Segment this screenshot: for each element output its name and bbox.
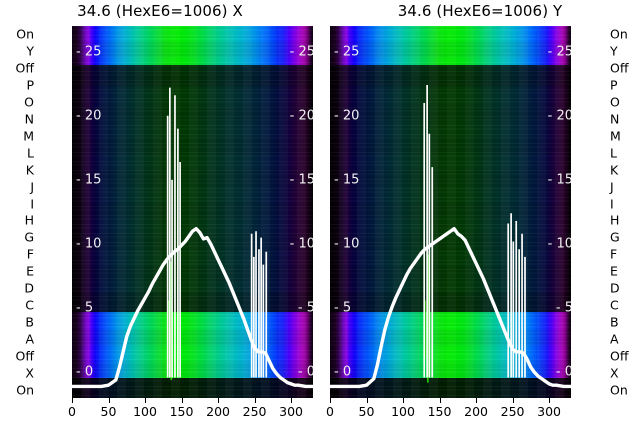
x-tick-mark: [549, 398, 551, 403]
category-label: B: [610, 314, 619, 330]
category-label: E: [610, 263, 618, 279]
heatmap-row-mask: [330, 65, 571, 86]
x-tick-mark: [218, 398, 220, 403]
category-label: B: [25, 314, 34, 330]
category-label: N: [610, 111, 620, 127]
x-tick-mark: [254, 398, 256, 403]
category-label: X: [610, 365, 619, 381]
x-tick-mark: [439, 398, 441, 403]
panel-x: 34.6 (HexE6=1006) X - 0- 0- 5- 5- 10- 10…: [2, 2, 313, 438]
trace-polyline: [72, 226, 313, 389]
heatmap-row-mask: [330, 85, 571, 292]
heatmap-plot-y[interactable]: - 0- 0- 5- 5- 10- 10- 15- 15- 20- 20- 25…: [330, 26, 571, 398]
category-label: N: [24, 111, 34, 127]
heatmap-row-mask: [72, 65, 313, 86]
category-label: X: [25, 365, 34, 381]
heatmap-row-mask: [72, 291, 313, 313]
category-label: C: [25, 297, 34, 313]
panel-x-title: 34.6 (HexE6=1006) X: [77, 2, 243, 20]
category-label: L: [27, 145, 34, 161]
category-label: M: [610, 128, 621, 144]
category-label: I: [30, 196, 34, 212]
x-tick-mark: [72, 398, 73, 403]
x-tick-mark: [512, 398, 514, 403]
x-tick-label: 150: [427, 404, 452, 419]
x-tick-mark: [366, 398, 368, 403]
x-tick-mark: [108, 398, 110, 403]
x-tick-mark: [291, 398, 293, 403]
x-tick-label: 300: [279, 404, 304, 419]
category-label: A: [610, 331, 619, 347]
category-label: M: [23, 128, 34, 144]
x-tick-label: 0: [326, 404, 334, 419]
category-label: I: [610, 196, 614, 212]
x-tick-mark: [181, 398, 183, 403]
category-label: Off: [610, 348, 629, 364]
x-tick-label: 200: [206, 404, 230, 419]
waveform-trace-x: [72, 87, 313, 389]
category-label: Off: [15, 348, 34, 364]
heatmap-row-mask: [330, 377, 571, 398]
category-label: On: [610, 26, 628, 42]
x-axis-bottom-left: 0 50 100 150 200 250 300: [68, 398, 313, 438]
category-label: H: [610, 212, 620, 228]
category-label: F: [610, 246, 618, 262]
category-label: D: [24, 280, 34, 296]
x-tick-label: 50: [100, 404, 117, 419]
category-label: P: [26, 77, 34, 93]
category-label: P: [610, 77, 618, 93]
category-label: Off: [610, 60, 629, 76]
category-label: O: [610, 94, 620, 110]
category-label: F: [26, 246, 34, 262]
category-label: Y: [26, 43, 34, 59]
trace-polyline: [330, 226, 571, 389]
x-tick-label: 200: [464, 404, 488, 419]
x-tick-label: 0: [68, 404, 76, 419]
x-tick-label: 100: [133, 404, 157, 419]
x-tick-label: 250: [242, 404, 267, 419]
x-tick-label: 50: [358, 404, 375, 419]
panel-y-title: 34.6 (HexE6=1006) Y: [397, 2, 563, 20]
category-label: G: [610, 229, 620, 245]
x-tick-label: 100: [391, 404, 415, 419]
category-label: E: [26, 263, 34, 279]
heatmap-row-mask: [72, 85, 313, 292]
x-axis-bottom-right: 0 50 100 150 200 250 300: [326, 398, 571, 438]
category-label: On: [16, 382, 34, 398]
category-label: C: [610, 297, 619, 313]
category-label: O: [24, 94, 34, 110]
category-label: Off: [15, 60, 34, 76]
category-label: J: [610, 179, 614, 195]
x-tick-mark: [403, 398, 405, 403]
category-label: K: [610, 162, 619, 178]
panel-y: 34.6 (HexE6=1006) Y - 0- 0- 5- 5- 10- 10…: [320, 0, 640, 440]
x-tick-mark: [330, 398, 331, 403]
waveform-trace-y: [330, 85, 571, 389]
category-label: L: [610, 145, 617, 161]
heatmap-plot-x[interactable]: - 0- 0- 5- 5- 10- 10- 15- 15- 20- 20- 25…: [72, 26, 313, 398]
x-tick-mark: [476, 398, 478, 403]
x-tick-label: 250: [500, 404, 525, 419]
category-label: K: [25, 162, 34, 178]
x-tick-label: 300: [537, 404, 562, 419]
category-label: G: [24, 229, 34, 245]
heatmap-row-mask: [72, 377, 313, 398]
category-label: H: [24, 212, 34, 228]
x-tick-label: 150: [169, 404, 194, 419]
category-labels-left: On Y Off P O N M L K J I H G F E D C B A Off X On: [2, 26, 36, 398]
category-label: On: [16, 26, 34, 42]
category-label: Y: [610, 43, 618, 59]
category-labels-right: On Y Off P O N M L K J I H G F E D C B A Off X On: [606, 26, 640, 398]
category-label: J: [30, 179, 34, 195]
category-label: A: [25, 331, 34, 347]
category-label: D: [610, 280, 620, 296]
x-tick-mark: [145, 398, 147, 403]
category-label: On: [610, 382, 628, 398]
